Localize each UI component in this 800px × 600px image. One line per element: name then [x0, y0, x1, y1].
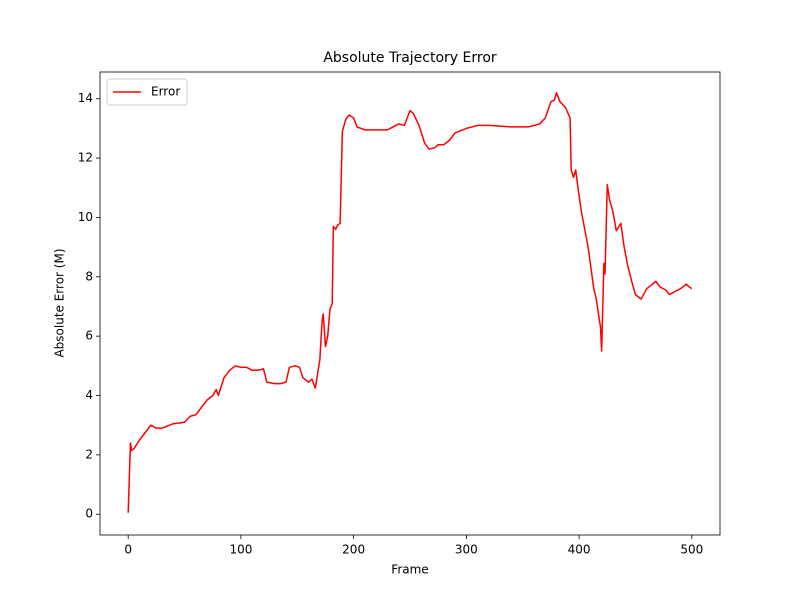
x-tick-label: 500 [680, 543, 703, 557]
y-tick-label: 12 [78, 151, 93, 165]
plot-frame [99, 71, 721, 536]
x-tick-label: 200 [342, 543, 365, 557]
y-tick-label: 2 [85, 447, 93, 461]
y-tick-label: 10 [78, 210, 93, 224]
x-axis-label: Frame [391, 563, 428, 577]
y-axis-label: Absolute Error (M) [53, 248, 67, 357]
y-tick-label: 8 [85, 269, 93, 283]
y-tick-label: 0 [85, 507, 93, 521]
x-tick-label: 400 [568, 543, 591, 557]
line-series [127, 92, 693, 513]
chart-title: Absolute Trajectory Error [323, 50, 497, 66]
y-tick-label: 4 [85, 388, 93, 402]
x-tick-label: 300 [455, 543, 478, 557]
y-tick-label: 14 [78, 91, 93, 105]
x-tick-label: 0 [124, 543, 132, 557]
legend-box [106, 78, 188, 106]
legend-label: Error [151, 85, 180, 99]
x-tick-label: 100 [229, 543, 252, 557]
y-tick-label: 6 [85, 329, 93, 343]
